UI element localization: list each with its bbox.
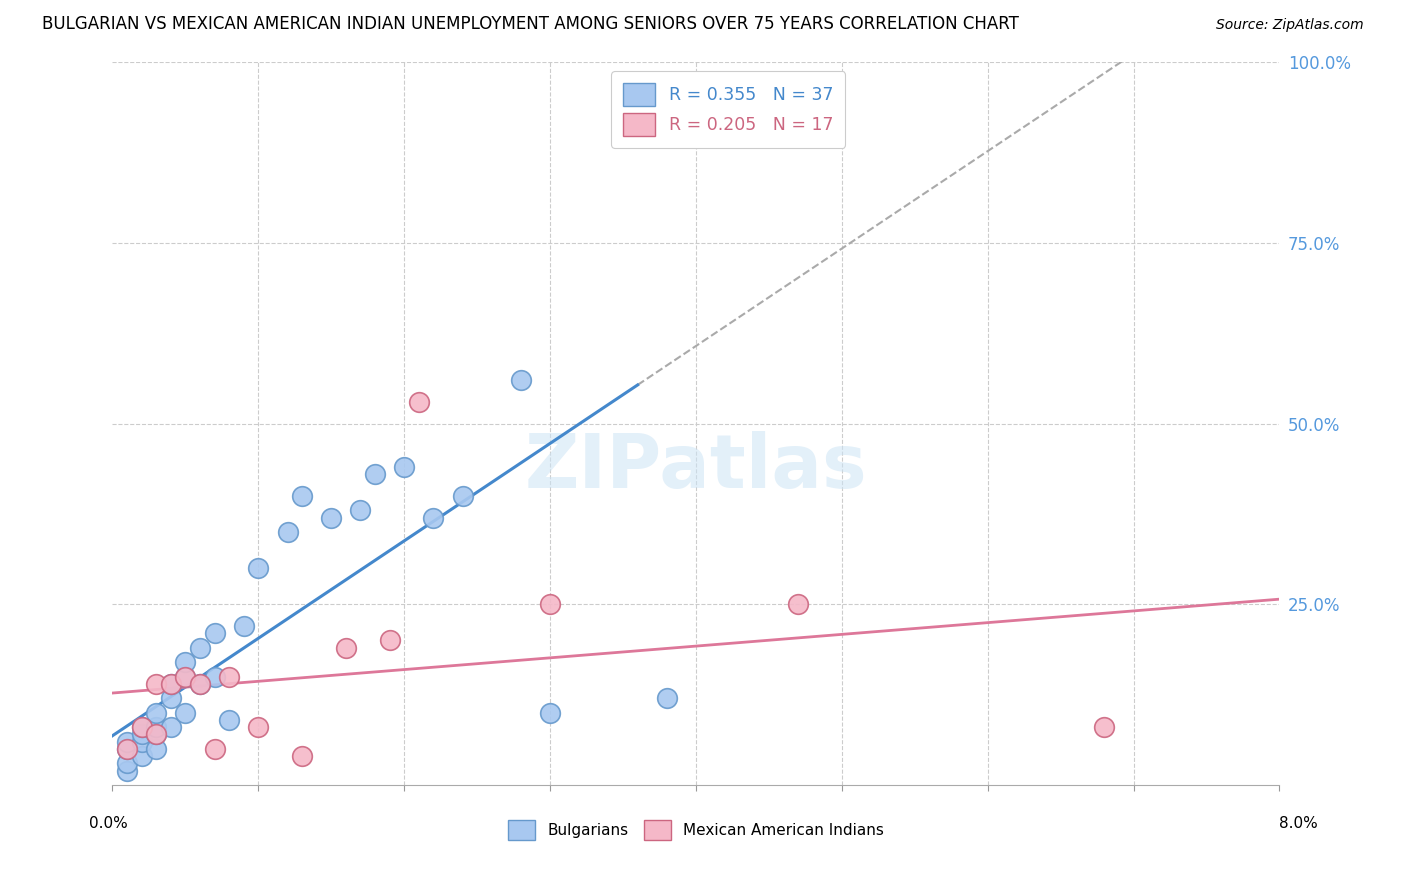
Point xyxy=(655,691,678,706)
Point xyxy=(232,619,254,633)
Point xyxy=(131,720,153,734)
Point xyxy=(145,706,167,720)
Point xyxy=(509,373,531,387)
Point xyxy=(218,713,240,727)
Text: 8.0%: 8.0% xyxy=(1278,816,1317,830)
Point xyxy=(174,706,197,720)
Point xyxy=(291,489,314,503)
Point xyxy=(247,561,270,575)
Point xyxy=(115,764,138,778)
Point xyxy=(321,510,343,524)
Point xyxy=(276,524,298,539)
Point xyxy=(145,677,167,691)
Point xyxy=(160,720,183,734)
Point xyxy=(160,677,183,691)
Point xyxy=(115,742,138,756)
Point xyxy=(335,640,357,655)
Point xyxy=(174,669,197,683)
Point xyxy=(174,669,197,683)
Text: BULGARIAN VS MEXICAN AMERICAN INDIAN UNEMPLOYMENT AMONG SENIORS OVER 75 YEARS CO: BULGARIAN VS MEXICAN AMERICAN INDIAN UNE… xyxy=(42,14,1019,32)
Point xyxy=(188,677,211,691)
Text: 0.0%: 0.0% xyxy=(89,816,128,830)
Point xyxy=(538,598,561,612)
Point xyxy=(131,720,153,734)
Point xyxy=(145,727,167,741)
Point xyxy=(422,510,444,524)
Point xyxy=(160,677,183,691)
Point xyxy=(115,742,138,756)
Point xyxy=(408,395,430,409)
Text: Source: ZipAtlas.com: Source: ZipAtlas.com xyxy=(1216,18,1364,31)
Point xyxy=(538,706,561,720)
Point xyxy=(174,655,197,669)
Point xyxy=(188,640,211,655)
Text: ZIPatlas: ZIPatlas xyxy=(524,431,868,504)
Point xyxy=(247,720,270,734)
Point xyxy=(131,749,153,764)
Point xyxy=(204,742,226,756)
Point xyxy=(145,742,167,756)
Point xyxy=(160,691,183,706)
Point xyxy=(204,626,226,640)
Point xyxy=(115,756,138,771)
Point xyxy=(291,749,314,764)
Point xyxy=(218,669,240,683)
Legend: Bulgarians, Mexican American Indians: Bulgarians, Mexican American Indians xyxy=(502,814,890,846)
Point xyxy=(204,669,226,683)
Point xyxy=(349,503,371,517)
Point xyxy=(787,598,810,612)
Point xyxy=(188,677,211,691)
Point xyxy=(145,720,167,734)
Point xyxy=(131,734,153,748)
Point xyxy=(115,734,138,748)
Point xyxy=(364,467,387,482)
Point xyxy=(378,633,401,648)
Point xyxy=(131,727,153,741)
Point xyxy=(394,460,416,475)
Point xyxy=(145,727,167,741)
Point xyxy=(685,77,707,91)
Point xyxy=(451,489,474,503)
Point xyxy=(1094,720,1116,734)
